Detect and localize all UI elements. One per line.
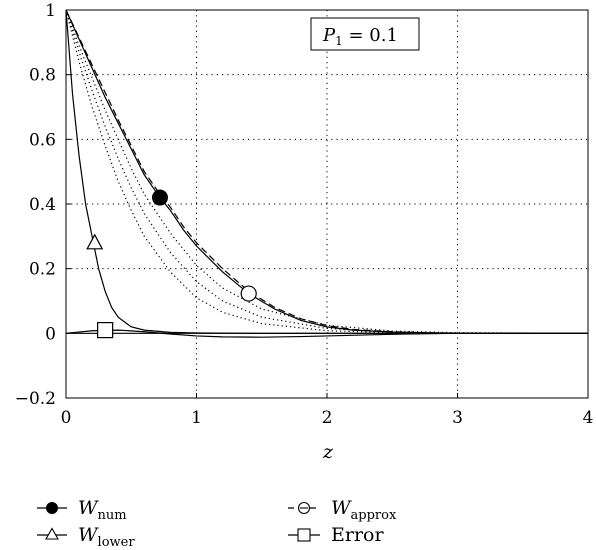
legend-item-error: Error [288, 524, 384, 546]
marker-w-approx [240, 285, 257, 302]
y-tick-label: 0.2 [29, 260, 56, 280]
plot-markers [86, 189, 257, 339]
legend: Wnum Wlower Wapprox Error [37, 497, 397, 550]
x-tick-label: 0 [61, 408, 72, 428]
x-tick-label: 4 [583, 408, 594, 428]
legend-label-w-num: Wnum [78, 497, 127, 523]
series-line-dotted-5 [65, 9, 589, 334]
legend-marker-square [297, 528, 311, 542]
y-tick-label: 0.8 [29, 66, 56, 86]
legend-label-w-approx: Wapprox [331, 497, 397, 523]
series-line-dotted-4 [65, 9, 588, 334]
series-line-dotted-6 [65, 9, 589, 334]
x-axis-label: z [322, 441, 334, 463]
legend-label-w-lower: Wlower [78, 524, 135, 550]
legend-item-w-approx: Wapprox [288, 497, 397, 523]
y-tick-label: 0.4 [29, 195, 56, 215]
x-tick-label: 2 [322, 408, 333, 428]
marker-w-lower [86, 233, 104, 250]
axis-ticks: 0 1 2 3 4−0.200.20.40.60.81 [15, 1, 594, 428]
series-line-error [65, 329, 588, 338]
plot-curves [65, 9, 589, 338]
legend-marker-filled-circle [46, 502, 58, 514]
marker-error [97, 322, 114, 339]
legend-item-w-num: Wnum [37, 497, 127, 523]
x-tick-label: 1 [191, 408, 202, 428]
legend-label-error: Error [331, 524, 384, 546]
legend-marker-triangle [45, 527, 59, 540]
x-tick-label: 3 [452, 408, 463, 428]
y-tick-label: 0 [45, 324, 56, 344]
grid-lines [66, 10, 588, 398]
legend-item-w-lower: Wlower [37, 524, 135, 550]
marker-w-num [151, 189, 168, 206]
y-tick-label: 0.6 [29, 130, 56, 150]
y-tick-label: 1 [45, 1, 56, 21]
y-tick-label: −0.2 [15, 389, 56, 409]
series-line-w-lower [65, 9, 588, 334]
annotation-text: P1 = 0.1 [322, 25, 398, 48]
annotation-box: P1 = 0.1 [310, 17, 420, 51]
